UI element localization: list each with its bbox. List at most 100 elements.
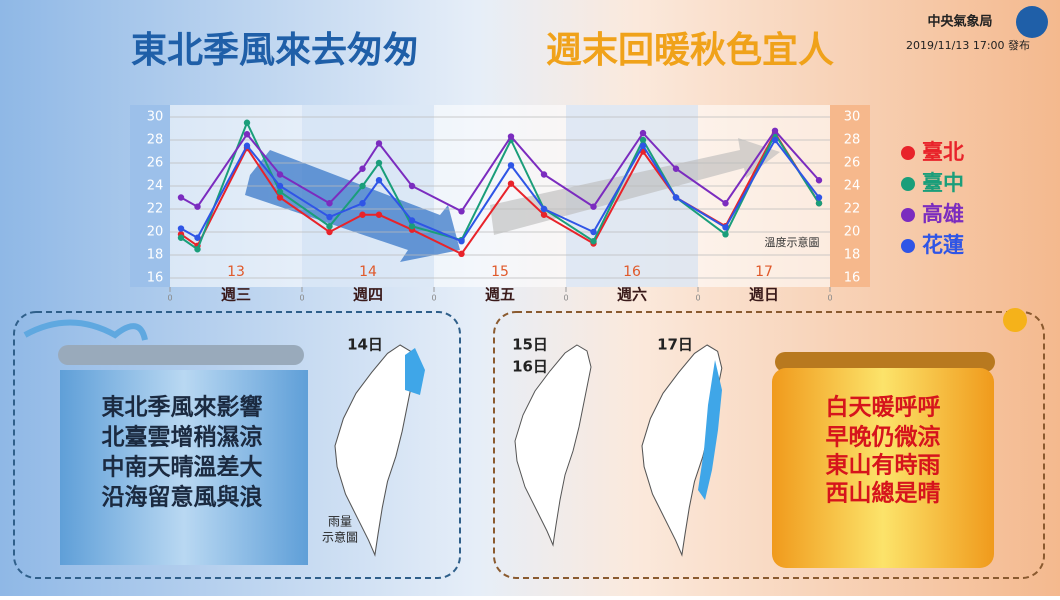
- point: [540, 171, 548, 178]
- panel-line: 東北季風來影響: [102, 394, 263, 421]
- weekday: 週六: [617, 286, 647, 304]
- x-tick-label: 0: [695, 294, 700, 303]
- logo: [1016, 6, 1048, 38]
- weekday: 週五: [485, 286, 515, 304]
- point: [326, 213, 333, 221]
- point: [672, 165, 680, 172]
- point: [408, 182, 416, 190]
- point: [458, 238, 465, 245]
- rain-area: [405, 348, 425, 395]
- point: [540, 205, 548, 213]
- point: [639, 129, 647, 137]
- legend-label: 臺北: [922, 140, 964, 164]
- point: [276, 182, 284, 190]
- y2-tick-label: 24: [844, 179, 861, 194]
- point: [408, 217, 416, 224]
- agency: 中央氣象局: [927, 14, 992, 30]
- wind-icon: [23, 319, 148, 341]
- point: [326, 223, 333, 230]
- point: [243, 142, 251, 149]
- point: [815, 177, 823, 184]
- weekday: 週日: [749, 286, 779, 304]
- issued: 2019/11/13 17:00 發布: [906, 38, 1030, 52]
- point: [359, 165, 366, 172]
- point: [722, 231, 729, 238]
- point: [590, 238, 597, 245]
- x-tick-label: 0: [563, 294, 568, 303]
- point: [276, 194, 284, 201]
- legend-swatch: [901, 239, 915, 253]
- y2-tick-label: 16: [844, 271, 861, 286]
- point: [722, 200, 729, 207]
- y-tick-label: 26: [147, 156, 164, 171]
- point: [507, 180, 515, 187]
- annotation: 溫度示意圖: [765, 235, 820, 249]
- warming-arrow: [490, 138, 780, 235]
- point: [590, 203, 597, 210]
- panel-line: 沿海留意風與浪: [102, 484, 263, 511]
- panel-line: 白天暖呼呼: [826, 394, 941, 421]
- point: [359, 211, 366, 218]
- y2-tick-label: 30: [844, 110, 861, 125]
- title-right: 週末回暖秋色宜人: [546, 30, 834, 71]
- point: [177, 194, 185, 201]
- point: [672, 194, 680, 201]
- point: [375, 211, 383, 218]
- point: [194, 203, 201, 210]
- weekday: 週三: [221, 286, 251, 304]
- y-tick-label: 18: [147, 248, 164, 263]
- point: [375, 159, 383, 167]
- y-tick-label: 22: [147, 202, 164, 217]
- legend-swatch: [901, 208, 915, 222]
- point: [507, 133, 515, 140]
- point: [639, 142, 647, 149]
- day-number: 17: [755, 264, 773, 280]
- x-tick-label: 0: [431, 294, 436, 303]
- point: [276, 171, 284, 178]
- rain-area: [698, 360, 722, 500]
- y2-tick-label: 22: [844, 202, 861, 217]
- point: [194, 234, 201, 241]
- map-label: 15日: [512, 336, 548, 354]
- point: [815, 200, 823, 207]
- point: [326, 228, 333, 236]
- point: [177, 234, 185, 241]
- x-tick-label: 0: [299, 294, 304, 303]
- panel-line: 北臺雲增稍濕涼: [102, 424, 263, 451]
- map-label: 17日: [657, 336, 693, 354]
- y2-tick-label: 18: [844, 248, 861, 263]
- panel-line: 東山有時雨: [826, 452, 941, 479]
- y2-tick-label: 20: [844, 225, 861, 240]
- scroll-body: [772, 368, 994, 568]
- x-tick-label: 0: [167, 294, 172, 303]
- point: [359, 200, 366, 207]
- x-tick-label: 0: [827, 294, 832, 303]
- point: [458, 250, 465, 258]
- point: [375, 177, 383, 184]
- cooling-arrow: [245, 150, 460, 262]
- map-label: 14日: [347, 336, 383, 354]
- panel-line: 中南天晴溫差大: [102, 454, 263, 481]
- legend-swatch: [901, 177, 915, 191]
- legend-label: 花蓮: [922, 233, 964, 257]
- point: [326, 200, 333, 207]
- point: [408, 223, 416, 230]
- y-tick-label: 28: [147, 133, 164, 148]
- day-number: 14: [359, 264, 377, 280]
- chart: 16 18 20 22 24 26 28 30 16 18 20 22 24 26 28 30 0 0 0 0 0 0 13…: [130, 105, 964, 304]
- point: [507, 162, 515, 169]
- panel-line: 早晚仍微涼: [826, 424, 941, 451]
- legend-swatch: [901, 146, 915, 160]
- y2-axis-band: [830, 105, 870, 287]
- y-tick-label: 30: [147, 110, 164, 125]
- y2-tick-label: 28: [844, 133, 861, 148]
- point: [276, 188, 284, 195]
- point: [590, 228, 597, 236]
- point: [243, 131, 251, 138]
- y-axis-band: [130, 105, 170, 287]
- point: [194, 246, 201, 253]
- point: [243, 119, 251, 126]
- map-label: 16日: [512, 358, 548, 376]
- right-panel: [493, 311, 1045, 579]
